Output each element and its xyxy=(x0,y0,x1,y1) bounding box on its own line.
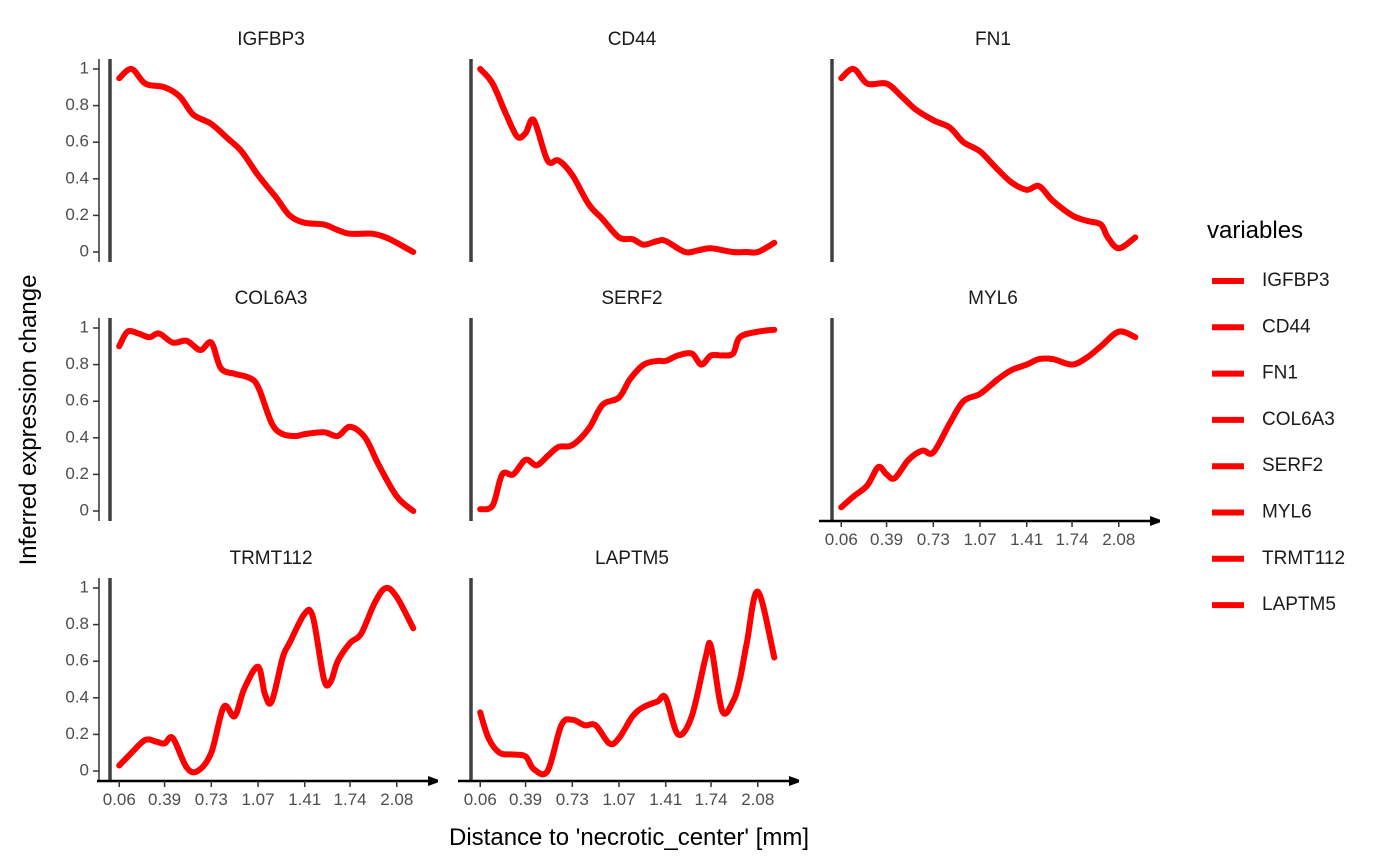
legend-label-serf2: SERF2 xyxy=(1262,455,1323,476)
series-line-myl6 xyxy=(838,328,1139,511)
x-tick-label: 1.07 xyxy=(241,790,274,809)
series-line-col6a3 xyxy=(116,327,417,514)
x-tick-label: 0.73 xyxy=(195,790,228,809)
legend-label-myl6: MYL6 xyxy=(1262,502,1312,523)
x-tick-label: 0.06 xyxy=(464,790,497,809)
facet-panel-igfbp3: IGFBP3 0 0.2 0.4 0.6 0.8 1 xyxy=(65,29,417,262)
facet-panel-serf2: SERF2 xyxy=(469,288,778,521)
facet-title: MYL6 xyxy=(968,288,1018,309)
x-tick-label: 1.41 xyxy=(649,790,682,809)
x-tick-label: 1.74 xyxy=(1056,530,1089,549)
legend-title: variables xyxy=(1207,217,1303,244)
facet-panel-laptm5: LAPTM5 0.06 0.39 0.73 1.07 1.41 1.74 2.08 xyxy=(458,548,790,809)
series-line-igfbp3 xyxy=(116,66,417,255)
x-tick-label: 1.07 xyxy=(963,530,996,549)
legend-label-cd44: CD44 xyxy=(1262,316,1311,337)
y-tick-label: 0.4 xyxy=(65,687,89,706)
x-tick-label: 0.73 xyxy=(556,790,589,809)
x-tick-label: 1.41 xyxy=(288,790,321,809)
y-tick-label: 0 xyxy=(80,500,89,519)
facet-title: CD44 xyxy=(608,29,657,50)
legend: variables IGFBP3 CD44 FN1 COL6A3 SERF2 MYL6 TRM… xyxy=(1207,217,1345,615)
x-tick-label: 2.08 xyxy=(1102,530,1135,549)
x-tick-label: 2.08 xyxy=(741,790,774,809)
x-tick-label: 1.74 xyxy=(334,790,367,809)
x-tick-label: 0.39 xyxy=(509,790,542,809)
x-tick-label: 0.06 xyxy=(103,790,136,809)
y-tick-label: 0 xyxy=(80,241,89,260)
y-tick-label: 0.4 xyxy=(65,427,89,446)
series-line-trmt112 xyxy=(116,584,417,776)
facet-title: IGFBP3 xyxy=(237,29,305,50)
facet-title: SERF2 xyxy=(601,288,662,309)
legend-label-laptm5: LAPTM5 xyxy=(1262,594,1336,615)
facet-panel-trmt112: TRMT112 0 0.2 0.4 0.6 0.8 1 0.06 0.39 0.73 1.07 1.4… xyxy=(65,548,429,809)
x-axis-title: Distance to 'necrotic_center' [mm] xyxy=(449,824,809,851)
facet-panel-myl6: MYL6 0.06 0.39 0.73 1.07 1.41 1.74 2.08 xyxy=(819,288,1151,549)
facet-title: FN1 xyxy=(975,29,1011,50)
y-tick-label: 0.8 xyxy=(65,95,89,114)
legend-label-fn1: FN1 xyxy=(1262,363,1298,384)
y-tick-label: 0.6 xyxy=(65,391,89,410)
series-line-serf2 xyxy=(477,326,778,513)
facet-panel-fn1: FN1 xyxy=(830,29,1139,262)
y-tick-label: 1 xyxy=(80,577,89,596)
y-tick-label: 0.4 xyxy=(65,168,89,187)
y-tick-label: 0 xyxy=(80,760,89,779)
x-tick-label: 1.07 xyxy=(602,790,635,809)
y-tick-label: 0.2 xyxy=(65,724,89,743)
y-tick-label: 0.2 xyxy=(65,205,89,224)
facet-title: TRMT112 xyxy=(229,548,312,569)
x-tick-label: 0.73 xyxy=(917,530,950,549)
y-tick-label: 1 xyxy=(80,317,89,336)
legend-label-igfbp3: IGFBP3 xyxy=(1262,270,1330,291)
y-tick-label: 0.8 xyxy=(65,614,89,633)
facet-panel-col6a3: COL6A3 0 0.2 0.4 0.6 0.8 1 xyxy=(65,288,417,521)
y-axis-title: Inferred expression change xyxy=(15,275,42,566)
x-tick-label: 1.74 xyxy=(695,790,728,809)
legend-label-trmt112: TRMT112 xyxy=(1262,548,1345,569)
y-tick-label: 0.6 xyxy=(65,651,89,670)
x-tick-label: 0.06 xyxy=(825,530,858,549)
x-tick-label: 2.08 xyxy=(380,790,413,809)
facet-panel-cd44: CD44 xyxy=(469,29,778,262)
series-line-fn1 xyxy=(838,66,1139,252)
facet-title: COL6A3 xyxy=(235,288,308,309)
x-tick-label: 0.39 xyxy=(148,790,181,809)
x-tick-label: 0.39 xyxy=(870,530,903,549)
y-tick-label: 0.2 xyxy=(65,464,89,483)
series-line-cd44 xyxy=(477,66,778,256)
y-tick-label: 1 xyxy=(80,58,89,77)
x-tick-label: 1.41 xyxy=(1010,530,1043,549)
series-line-laptm5 xyxy=(477,588,778,778)
facet-title: LAPTM5 xyxy=(595,548,669,569)
y-tick-label: 0.6 xyxy=(65,132,89,151)
legend-label-col6a3: COL6A3 xyxy=(1262,409,1335,430)
y-tick-label: 0.8 xyxy=(65,354,89,373)
